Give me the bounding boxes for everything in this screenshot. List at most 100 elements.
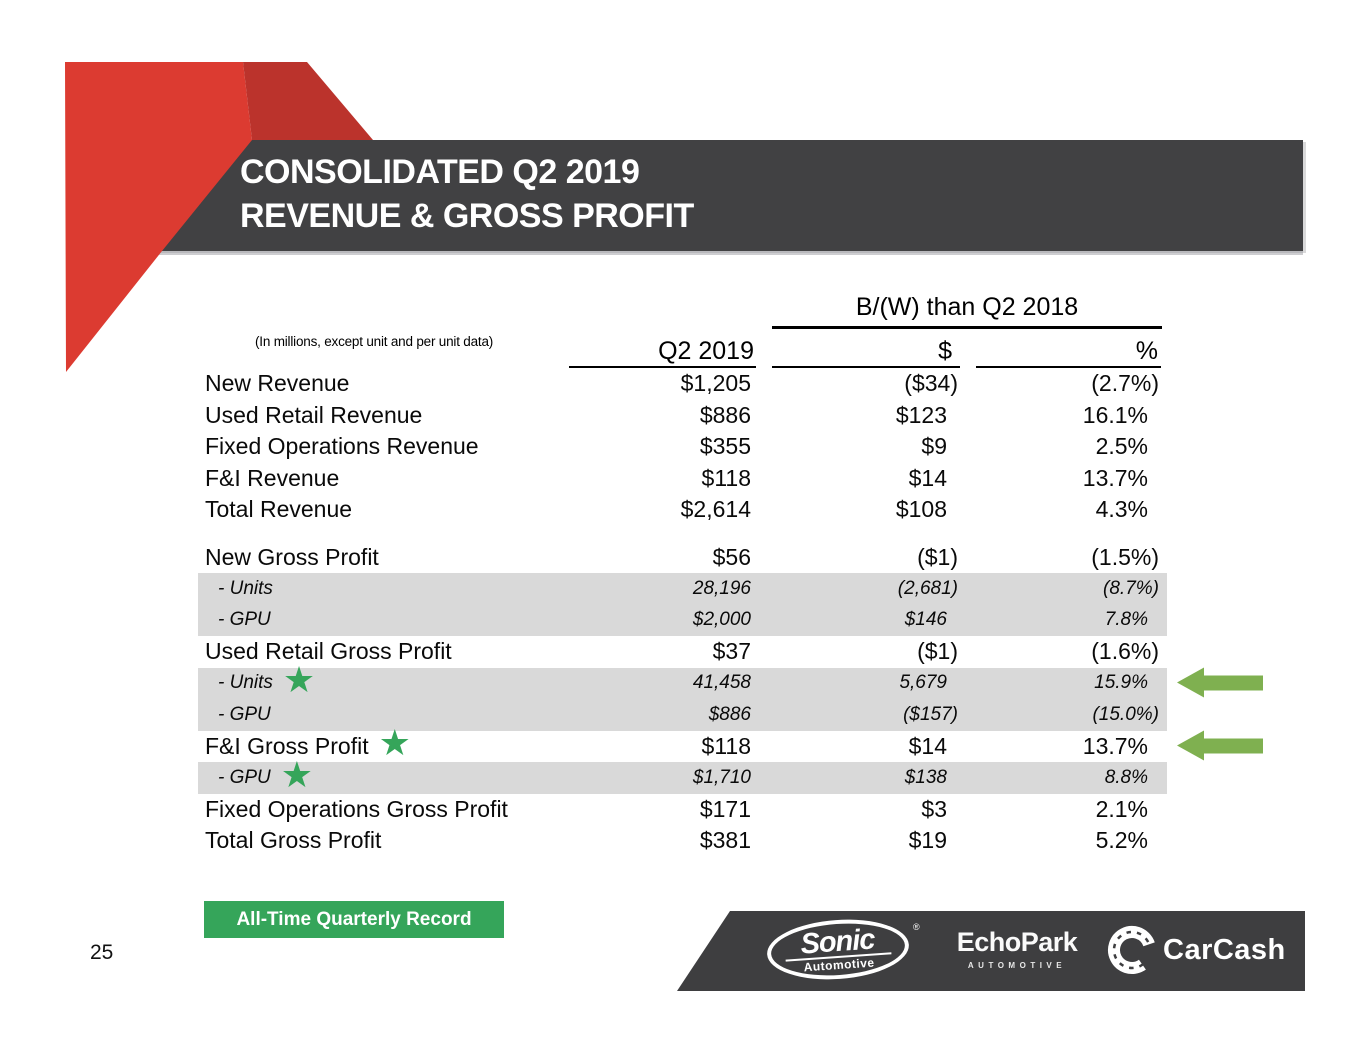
cell-q2-2019: $886 (708, 703, 751, 725)
echopark-logo: EchoPark AUTOMOTIVE (945, 927, 1089, 970)
cell-percent-change: (1.6%) (1091, 638, 1159, 665)
table-row: Total Gross Profit $381 $19 5.2% (198, 825, 1167, 857)
row-label: Used Retail Revenue (205, 401, 423, 428)
row-label-cell: Fixed Operations Gross Profit (198, 796, 570, 823)
cell-dollar-change: $14 (908, 732, 947, 759)
cell-percent-change: 13.7% (1082, 732, 1148, 759)
cell-dollar-change: $108 (895, 496, 947, 523)
echopark-logo-text: EchoPark (956, 927, 1078, 957)
row-label-cell: Total Revenue (198, 496, 570, 523)
dollar-column-underline (772, 366, 960, 368)
table-row: Used Retail Revenue $886 $123 16.1% (198, 400, 1167, 432)
column-header-q2-2019: Q2 2019 (658, 337, 754, 365)
sonic-automotive-logo: Sonic Automotive (765, 915, 911, 984)
table-row: - Units ★ 41,458 5,679 15.9% (198, 660, 1263, 702)
cell-percent-change: 2.5% (1095, 433, 1148, 460)
cell-dollar-change: $19 (908, 827, 947, 854)
cell-percent-change: 13.7% (1082, 464, 1148, 491)
cell-percent-change: 15.9% (1094, 672, 1148, 694)
row-label: Used Retail Gross Profit (205, 638, 452, 665)
row-label: - Units (218, 577, 273, 599)
row-label: F&I Revenue (205, 464, 340, 491)
cell-dollar-change: ($157) (903, 703, 958, 725)
row-label: - GPU (218, 703, 271, 725)
cell-dollar-change: 5,679 (899, 672, 947, 694)
row-label: - GPU (218, 766, 271, 788)
cell-dollar-change: $14 (908, 464, 947, 491)
cell-q2-2019: $2,000 (692, 609, 751, 631)
table-row: - GPU $886 ($157) (15.0%) (198, 699, 1167, 731)
slide-title-line2: REVENUE & GROSS PROFIT (240, 197, 694, 235)
row-label: New Revenue (205, 370, 350, 397)
slide-title-line1: CONSOLIDATED Q2 2019 (240, 153, 640, 191)
table-note: (In millions, except unit and per unit d… (255, 334, 494, 349)
row-label: Total Gross Profit (205, 827, 382, 854)
cell-percent-change: 2.1% (1095, 795, 1148, 822)
column-header-dollar: $ (938, 337, 952, 365)
cell-dollar-change: (2,681) (897, 577, 958, 599)
registered-trademark-icon: ® (913, 922, 920, 932)
row-label-cell: - Units ★ (198, 660, 570, 702)
table-row: F&I Gross Profit ★ $118 $14 13.7% (198, 726, 1263, 763)
cell-q2-2019: $37 (712, 638, 751, 665)
financial-table-body: New Revenue $1,205 ($34) (2.7%) Used Retail … (198, 368, 1263, 857)
table-row: F&I Revenue $118 $14 13.7% (198, 463, 1167, 495)
cell-dollar-change: $138 (904, 766, 947, 788)
footer-logo-banner: Sonic Automotive ® EchoPark AUTOMOTIVE C… (677, 911, 1305, 991)
row-label-cell: Used Retail Revenue (198, 402, 570, 429)
row-label: F&I Gross Profit (205, 732, 369, 759)
cell-percent-change: (2.7%) (1091, 370, 1159, 397)
highlight-left-arrow-icon (1177, 667, 1263, 699)
row-label-cell: F&I Revenue (198, 465, 570, 492)
row-label-cell: Fixed Operations Revenue (198, 433, 570, 460)
comparison-header-underline (772, 326, 1162, 329)
column-header-percent: % (1135, 337, 1158, 365)
row-label: Fixed Operations Gross Profit (205, 795, 508, 822)
row-label: Total Revenue (205, 496, 353, 523)
row-label: New Gross Profit (205, 543, 379, 570)
cell-dollar-change: $123 (895, 401, 947, 428)
cell-q2-2019: 41,458 (692, 672, 751, 694)
table-row: Used Retail Gross Profit $37 ($1) (1.6%) (198, 636, 1167, 668)
cell-q2-2019: $886 (699, 401, 751, 428)
table-row: Total Revenue $2,614 $108 4.3% (198, 494, 1167, 526)
table-row: New Gross Profit $56 ($1) (1.5%) (198, 542, 1167, 574)
cell-q2-2019: 28,196 (692, 577, 751, 599)
cell-dollar-change: ($34) (904, 370, 958, 397)
record-star-icon: ★ (282, 660, 316, 702)
cell-percent-change: 5.2% (1095, 827, 1148, 854)
cell-q2-2019: $118 (701, 732, 751, 759)
carcash-logo: CarCash (1107, 921, 1286, 979)
record-badge: All-Time Quarterly Record (204, 901, 504, 938)
sonic-logo-text: Sonic (799, 922, 876, 961)
cell-dollar-change: $146 (904, 609, 947, 631)
carcash-logo-text: CarCash (1163, 933, 1286, 966)
page-number: 25 (90, 941, 114, 964)
cell-percent-change: (15.0%) (1092, 703, 1159, 725)
percent-column-underline (976, 366, 1161, 368)
cell-q2-2019: $1,205 (680, 370, 751, 397)
table-row: - Units 28,196 (2,681) (8.7%) (198, 573, 1167, 605)
row-label-cell: - GPU (198, 704, 570, 726)
cell-percent-change: 16.1% (1082, 401, 1148, 428)
row-label-cell: New Gross Profit (198, 544, 570, 571)
cell-q2-2019: $2,614 (680, 496, 751, 523)
cell-percent-change: 4.3% (1095, 496, 1148, 523)
comparison-header: B/(W) than Q2 2018 (855, 293, 1079, 321)
table-row: - GPU $2,000 $146 7.8% (198, 604, 1167, 636)
table-row: - GPU ★ $1,710 $138 8.8% (198, 757, 1167, 794)
echopark-logo-subtext: AUTOMOTIVE (967, 961, 1067, 970)
cell-dollar-change: $3 (921, 795, 947, 822)
table-row: New Revenue $1,205 ($34) (2.7%) (198, 368, 1167, 400)
cell-dollar-change: ($1) (917, 638, 958, 665)
cell-percent-change: (8.7%) (1103, 577, 1159, 599)
row-label-cell: Used Retail Gross Profit (198, 638, 570, 665)
row-label: - GPU (218, 609, 271, 631)
slide-title: CONSOLIDATED Q2 2019 REVENUE & GROSS PRO… (240, 150, 694, 238)
cell-dollar-change: ($1) (917, 543, 958, 570)
cell-percent-change: (1.5%) (1091, 543, 1159, 570)
row-label-cell: F&I Gross Profit ★ (198, 726, 570, 762)
cell-percent-change: 7.8% (1104, 609, 1148, 631)
row-label: - Units (218, 672, 273, 694)
